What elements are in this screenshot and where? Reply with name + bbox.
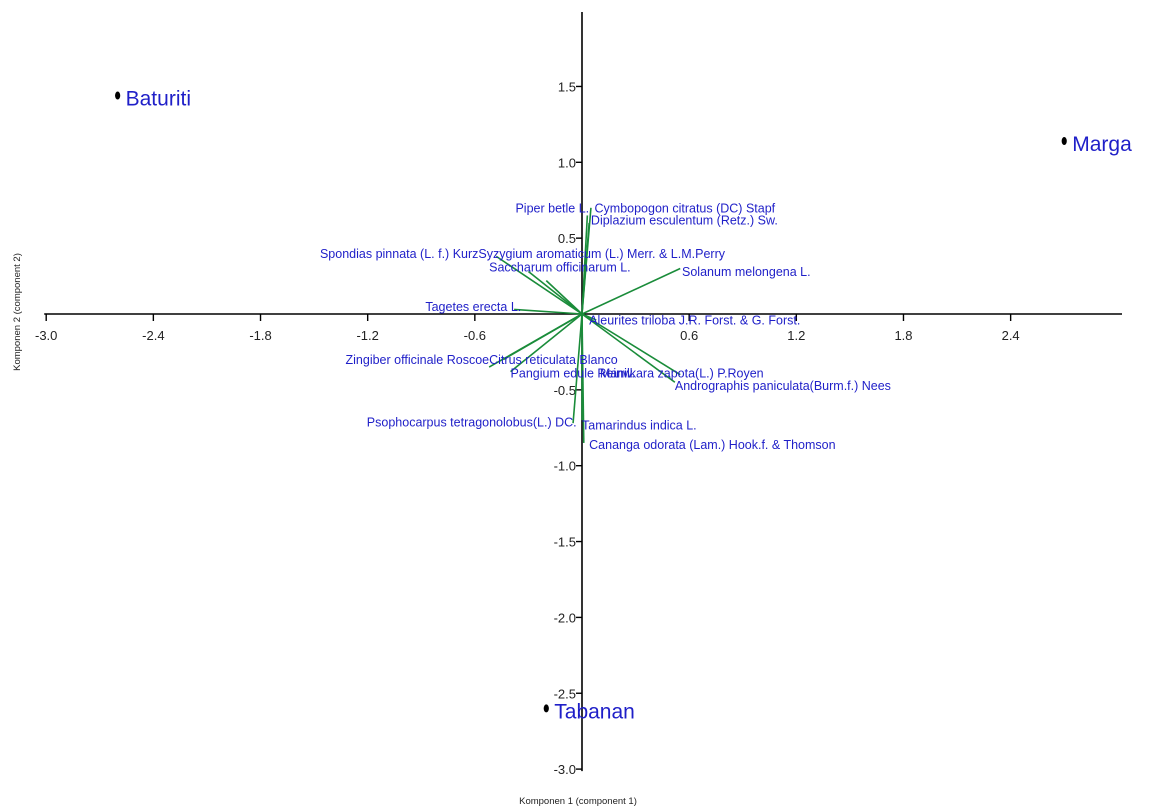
x-tick-label: 1.2 [787, 328, 805, 343]
loading-vector [527, 270, 583, 315]
loading-vector [510, 313, 583, 373]
site-point [543, 704, 549, 713]
x-tick-label: -1.2 [356, 328, 378, 343]
loading-label: Psophocarpus tetragonolobus(L.) DC. [367, 415, 577, 429]
y-tick-label: -2.0 [554, 610, 576, 625]
loading-vectors [488, 207, 681, 443]
site-label: Marga [1072, 133, 1132, 156]
x-axis-title: Komponen 1 (component 1) [519, 796, 637, 807]
loading-label: Pangium edule Reinw. [511, 367, 635, 381]
loading-vector [495, 255, 583, 315]
loading-label: Tamarindus indica L. [582, 418, 697, 432]
loading-vector [545, 280, 583, 315]
x-tick-label: 0.6 [680, 328, 698, 343]
y-tick-label: -0.5 [554, 383, 576, 398]
loading-label: Zingiber officinale Roscoe [346, 353, 490, 367]
loading-label: Cananga odorata (Lam.) Hook.f. & Thomson [589, 438, 835, 452]
loading-labels: Piper betle L. Cymbopogon citratus (DC) S… [320, 201, 891, 452]
y-tick-label: -3.0 [554, 762, 576, 777]
site-label: Tabanan [554, 700, 635, 723]
site-label: Baturiti [126, 88, 191, 111]
loading-vector [581, 313, 585, 443]
y-tick-label: -1.0 [554, 459, 576, 474]
loading-label: Aleurites triloba J.R. Forst. & G. Forst… [589, 314, 800, 328]
y-tick-label: 0.5 [558, 231, 576, 246]
loading-label: Solanum melongena L. [682, 265, 811, 279]
loading-label: Piper betle L. [515, 201, 589, 215]
x-tick-label: 1.8 [894, 328, 912, 343]
x-tick-label: -2.4 [142, 328, 164, 343]
y-tick-label: -1.5 [554, 535, 576, 550]
loading-label: Tagetes erecta L. [425, 300, 521, 314]
site-points: Baturiti Marga Tabanan [115, 88, 1132, 723]
loading-label: Diplazium esculentum (Retz.) Sw. [591, 213, 778, 227]
y-tick-label: 1.5 [558, 79, 576, 94]
loading-vector [572, 313, 583, 424]
loading-label: Spondias pinnata (L. f.) Kurz [320, 247, 478, 261]
y-tick-label: 1.0 [558, 155, 576, 170]
site-point [115, 91, 121, 100]
y-tick-label: -2.5 [554, 686, 576, 701]
loading-vector [581, 222, 590, 315]
loading-vector [581, 313, 681, 376]
axes-layer: -3.0 -2.4 -1.8 -1.2 -0.6 0.6 1.2 1.8 2.4 1.5 1.0 0.… [35, 12, 1122, 777]
loading-label: Syzygium aromaticum (L.) Merr. & L.M.Per… [478, 247, 725, 261]
x-tick-label: -0.6 [464, 328, 486, 343]
loading-vector [503, 313, 583, 361]
loading-vector [581, 267, 681, 315]
y-axis-title: Komponen 2 (component 2) [12, 253, 23, 371]
loading-vector [581, 313, 676, 383]
x-tick-label: 2.4 [1002, 328, 1020, 343]
loading-label: Citrus reticulata Blanco [489, 353, 618, 367]
loading-vector [514, 308, 583, 315]
x-tick-label: -3.0 [35, 328, 57, 343]
loading-label: Manilkara zapota(L.) P.Royen [600, 367, 764, 381]
x-tick-label: -1.8 [249, 328, 271, 343]
loading-label: Andrographis paniculata(Burm.f.) Nees [675, 379, 891, 393]
loading-label: Saccharum officinarum L. [489, 261, 631, 275]
loading-label: Cymbopogon citratus (DC) Stapf [595, 201, 776, 215]
site-point [1061, 137, 1067, 146]
